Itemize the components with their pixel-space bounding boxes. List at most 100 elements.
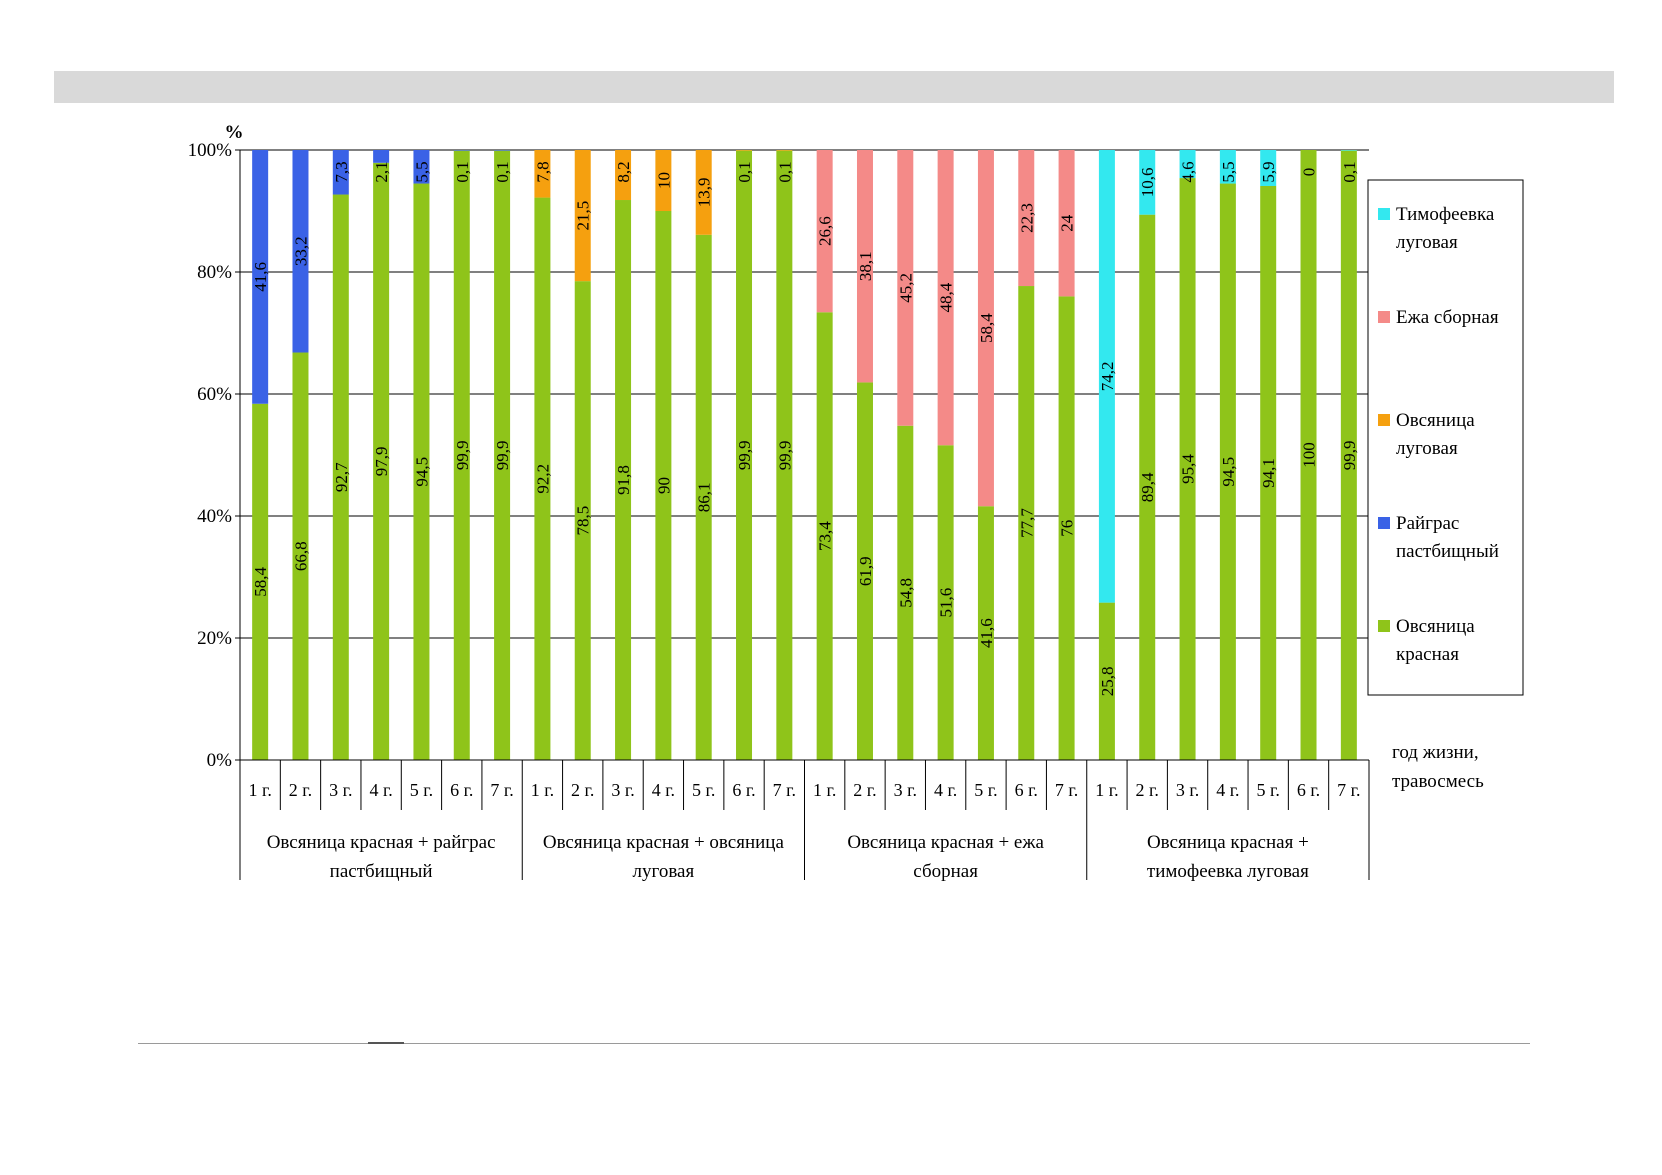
- data-label-top: 33,2: [291, 236, 310, 266]
- legend-label: луговая: [1396, 232, 1458, 253]
- category-label: 7 г.: [490, 780, 513, 800]
- data-label-top: 5,5: [1219, 161, 1238, 182]
- data-label-base: 66,8: [291, 541, 310, 571]
- bar-top-segment: [937, 150, 954, 446]
- data-label-base: 91,8: [614, 465, 633, 495]
- category-label: 3 г.: [1176, 780, 1199, 800]
- data-label-top: 8,2: [614, 161, 633, 182]
- axes: 0% 20% 40% 60% 80% 100%% 1 г. 2 г. 3 г. 4 г. 5 г. 6…: [188, 122, 1484, 882]
- group-label: луговая: [633, 861, 695, 882]
- legend-swatch: [1378, 208, 1390, 220]
- data-label-base: 54,8: [896, 578, 915, 608]
- bar-base-segment: [292, 352, 309, 760]
- data-label-base: 89,4: [1138, 472, 1157, 502]
- data-label-base: 95,4: [1179, 454, 1198, 484]
- category-label: 5 г.: [692, 780, 715, 800]
- category-label: 7 г.: [1337, 780, 1360, 800]
- bar-top-segment: [332, 150, 349, 195]
- bar-base-segment: [1260, 185, 1277, 761]
- legend-label: Овсяница: [1396, 616, 1475, 637]
- category-label: 1 г.: [813, 780, 836, 800]
- legend-label: Овсяница: [1396, 410, 1475, 431]
- bar-top-segment: [453, 150, 470, 151]
- legend-swatch: [1378, 311, 1390, 323]
- bar-base-segment: [856, 382, 873, 760]
- category-label: 1 г.: [248, 780, 271, 800]
- data-label-base: 41,6: [977, 618, 996, 648]
- data-label-top: 0: [1300, 168, 1319, 177]
- bar-base-segment: [1179, 178, 1196, 760]
- data-label-top: 10: [654, 172, 673, 189]
- bar-base-segment: [1058, 296, 1075, 760]
- data-label-top: 0,1: [775, 161, 794, 182]
- category-label: 6 г.: [732, 780, 755, 800]
- y-tick-label: 20%: [197, 628, 232, 649]
- category-label: 3 г.: [329, 780, 352, 800]
- bar-base-segment: [816, 312, 833, 760]
- data-label-base: 99,9: [453, 440, 472, 470]
- bar-top-segment: [534, 150, 551, 198]
- bar-top-segment: [1058, 150, 1075, 297]
- y-tick-label: 0%: [207, 750, 233, 771]
- data-label-top: 48,4: [937, 282, 956, 312]
- category-label: 2 г.: [571, 780, 594, 800]
- data-label-base: 99,9: [735, 440, 754, 470]
- data-label-base: 99,9: [1340, 440, 1359, 470]
- category-label: 5 г.: [1257, 780, 1280, 800]
- bar-top-segment: [776, 150, 793, 151]
- data-label-top: 5,9: [1259, 161, 1278, 182]
- legend-label: Ежа сборная: [1396, 307, 1499, 328]
- bar-base-segment: [574, 281, 591, 760]
- category-label: 4 г.: [1216, 780, 1239, 800]
- category-label: 6 г.: [1297, 780, 1320, 800]
- bar-top-segment: [1018, 150, 1035, 287]
- bar-base-segment: [332, 194, 349, 760]
- category-label: 1 г.: [531, 780, 554, 800]
- category-label: 7 г.: [1055, 780, 1078, 800]
- legend-label: Райграс: [1396, 513, 1459, 534]
- data-label-top: 74,2: [1098, 361, 1117, 391]
- bar-top-segment: [655, 150, 672, 211]
- category-label: 7 г.: [773, 780, 796, 800]
- group-label: тимофеевка луговая: [1147, 861, 1309, 882]
- category-label: 2 г.: [1136, 780, 1159, 800]
- group-label: Овсяница красная +: [1147, 832, 1309, 853]
- legend-swatch: [1378, 517, 1390, 529]
- y-tick-label: 40%: [197, 506, 232, 527]
- x-axis-caption: год жизни,: [1392, 742, 1479, 763]
- data-label-base: 78,5: [574, 506, 593, 536]
- data-label-base: 61,9: [856, 556, 875, 586]
- bar-base-segment: [534, 197, 551, 760]
- data-label-top: 45,2: [896, 273, 915, 303]
- group-label: Овсяница красная + райграс: [267, 832, 496, 853]
- bar-base-segment: [1219, 183, 1236, 761]
- y-tick-label: 100%: [188, 140, 233, 161]
- data-label-top: 7,8: [533, 161, 552, 182]
- data-label-top: 0,1: [493, 161, 512, 182]
- data-label-top: 22,3: [1017, 203, 1036, 233]
- bar-top-segment: [252, 150, 269, 404]
- legend-label: Тимофеевка: [1396, 204, 1495, 225]
- bar-top-segment: [897, 150, 914, 426]
- bar-base-segment: [453, 150, 470, 761]
- data-label-base: 51,6: [937, 588, 956, 618]
- category-label: 4 г.: [934, 780, 957, 800]
- data-label-top: 7,3: [332, 161, 351, 182]
- bar-base-segment: [494, 150, 511, 761]
- bar-top-segment: [736, 150, 753, 151]
- bar-top-segment: [1340, 150, 1357, 151]
- value-labels: 58,4 41,6 66,8 33,2 92,7 7,3 97,9 2,1 94,5 5,5 99,…: [251, 161, 1359, 696]
- bar-top-segment: [615, 150, 632, 201]
- category-label: 5 г.: [974, 780, 997, 800]
- bar-top-segment: [1219, 150, 1236, 184]
- data-label-top: 0,1: [735, 161, 754, 182]
- bar-base-segment: [1340, 150, 1357, 761]
- data-label-base: 100: [1300, 442, 1319, 468]
- data-label-top: 0,1: [453, 161, 472, 182]
- data-label-base: 76: [1058, 520, 1077, 537]
- group-label: Овсяница красная + ежа: [847, 832, 1044, 853]
- legend-label: луговая: [1396, 438, 1458, 459]
- bar-base-segment: [1098, 602, 1115, 760]
- data-label-base: 92,7: [332, 462, 351, 492]
